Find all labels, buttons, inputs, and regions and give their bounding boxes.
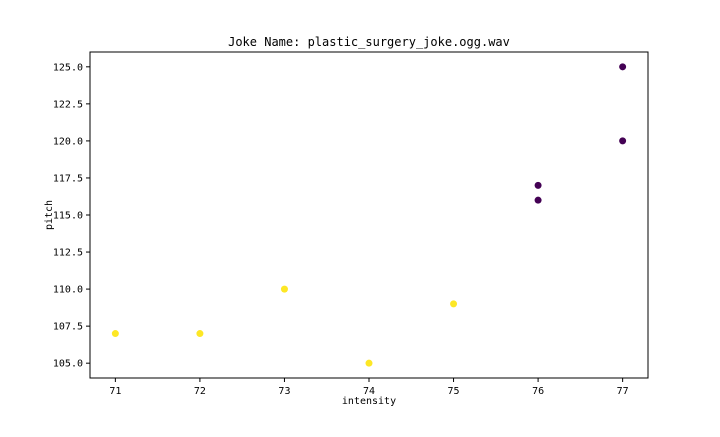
scatter-point [619, 137, 627, 145]
y-tick-label: 115.0 [53, 211, 83, 222]
y-axis-ticks: 105.0 107.5 110.0 112.5 115.0 117.5 120.0 122.5… [53, 62, 90, 370]
x-tick-label: 73 [278, 386, 290, 397]
scatter-point [450, 300, 458, 308]
x-tick-label: 72 [194, 386, 206, 397]
x-axis-label: intensity [342, 396, 396, 407]
y-tick-label: 117.5 [53, 173, 83, 184]
y-tick-label: 110.0 [53, 285, 83, 296]
y-tick-label: 122.5 [53, 99, 83, 110]
x-tick-label: 75 [448, 386, 460, 397]
y-tick-label: 107.5 [53, 322, 83, 333]
y-tick-label: 125.0 [53, 62, 83, 73]
scatter-point [534, 181, 542, 189]
scatter-point [365, 359, 373, 367]
scatter-point [280, 285, 288, 293]
scatter-point [196, 330, 204, 338]
y-tick-label: 112.5 [53, 248, 83, 259]
scatter-point [111, 330, 119, 338]
chart-title: Joke Name: plastic_surgery_joke.ogg.wav [228, 35, 510, 49]
y-tick-label: 120.0 [53, 136, 83, 147]
x-axis-ticks: 71 72 73 74 75 76 77 [109, 378, 629, 397]
x-tick-label: 76 [532, 386, 544, 397]
data-points [111, 63, 627, 367]
scatter-point [619, 63, 627, 71]
scatter-point [534, 196, 542, 204]
x-tick-label: 77 [617, 386, 629, 397]
x-tick-label: 71 [109, 386, 121, 397]
x-tick-label: 74 [363, 386, 375, 397]
y-axis-label: pitch [44, 200, 55, 230]
plot-area-frame [89, 51, 649, 379]
y-tick-label: 105.0 [53, 359, 83, 370]
